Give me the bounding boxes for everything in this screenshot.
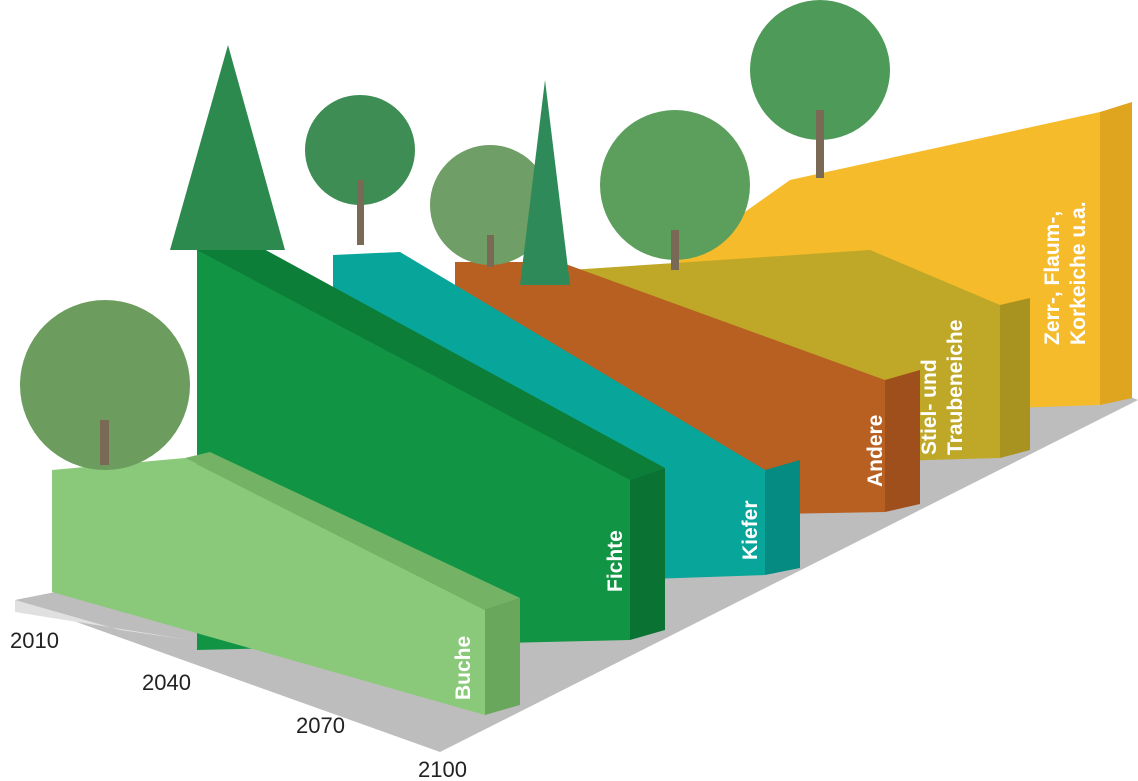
- species-label: Korkeiche u.a.: [1067, 201, 1090, 345]
- species-label: Stiel- und: [918, 359, 941, 455]
- year-label: 2010: [10, 628, 59, 653]
- species-label: Andere: [864, 415, 887, 487]
- species-label: Buche: [452, 636, 475, 700]
- year-label: 2100: [418, 757, 467, 781]
- species-label: Kiefer: [739, 500, 762, 560]
- ribbon-buche: [20, 300, 520, 715]
- species-label: Traubeneiche: [944, 320, 967, 455]
- species-label: Zerr-, Flaum-,: [1041, 211, 1064, 345]
- year-label: 2070: [296, 713, 345, 738]
- species-label: Fichte: [604, 530, 627, 592]
- year-label: 2040: [142, 670, 191, 695]
